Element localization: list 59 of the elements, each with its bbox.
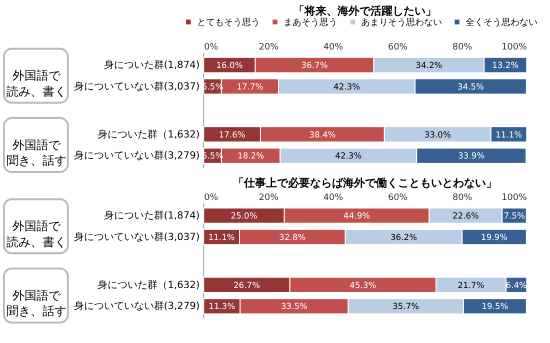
x-tick-label: 40% <box>323 42 344 52</box>
data-label: 38.4% <box>309 129 336 140</box>
data-label: 34.5% <box>457 81 484 92</box>
data-label: 17.7% <box>236 81 264 92</box>
x-tick-label: 100% <box>502 42 527 52</box>
data-label: 32.8% <box>279 232 306 242</box>
x-tick-label: 40% <box>323 192 344 203</box>
y-tick-label: 身についた群（1,632) <box>98 278 200 291</box>
data-label: 19.9% <box>481 232 508 242</box>
y-tick-label: 身についていない群(3,037) <box>74 230 200 243</box>
x-tick-label: 80% <box>452 192 472 203</box>
y-tick-label: 身についていない群(3,037) <box>74 80 200 92</box>
y-tick-label: 身についた群（1,632) <box>98 128 200 140</box>
x-tick-label: 20% <box>258 192 279 203</box>
text: 外国語で読み、書く <box>6 219 66 249</box>
x-tick-label: 100% <box>502 192 527 203</box>
text: 外国語で読み、書く <box>6 68 66 98</box>
x-tick-label: 80% <box>452 42 472 52</box>
data-label: 42.3% <box>334 81 360 92</box>
text: 外国語で聞き、話す <box>6 138 66 168</box>
data-label: 42.3% <box>335 150 362 161</box>
chart-title: 「仕事上で必要ならば海外で働くこともいとわない」 <box>233 176 498 190</box>
data-label: 34.2% <box>416 60 442 70</box>
chart-title: 「将来、海外で活躍したい」 <box>294 4 437 18</box>
data-label: 33.5% <box>280 301 308 312</box>
data-label: 33.0% <box>424 129 451 140</box>
legend-label: まあそう思う <box>283 16 338 28</box>
data-label: 33.9% <box>458 150 485 161</box>
data-label: 36.2% <box>390 232 418 242</box>
text: 外国語で聞き、話す <box>6 288 66 318</box>
x-tick-label: 20% <box>258 42 279 52</box>
legend-label: あまりそう思わない <box>361 16 442 28</box>
x-tick-label: 60% <box>388 42 408 52</box>
data-label: 19.5% <box>482 301 508 312</box>
data-label: 22.6% <box>452 210 480 221</box>
data-label: 26.7% <box>233 280 260 290</box>
data-label: 11.3% <box>208 301 236 312</box>
x-tick-label: 0% <box>204 42 218 52</box>
data-label: 17.6% <box>218 129 246 140</box>
data-label: 13.2% <box>492 60 519 70</box>
data-label: 16.0% <box>216 60 243 70</box>
y-tick-label: 身についた群(1,874) <box>104 210 200 222</box>
data-label: 35.7% <box>392 301 420 312</box>
data-label: 21.7% <box>458 280 484 290</box>
legend-label: 全くそう思わない <box>465 16 538 28</box>
data-label: 7.5% <box>504 210 525 221</box>
x-tick-label: 60% <box>388 192 408 203</box>
legend-label: とてもそう思う <box>196 16 260 28</box>
data-label: 11.1% <box>208 232 235 242</box>
data-label: 11.1% <box>496 129 522 140</box>
data-label: 18.2% <box>238 150 264 161</box>
y-tick-label: 身についていない群(3,279) <box>74 150 200 162</box>
data-label: 36.7% <box>301 60 328 70</box>
y-tick-label: 身についていない群(3,279) <box>74 300 200 312</box>
data-label: 45.3% <box>350 280 376 290</box>
data-label: 25.0% <box>230 210 258 221</box>
x-tick-label: 0% <box>204 192 218 203</box>
data-label: 44.9% <box>344 210 370 221</box>
y-tick-label: 身についた群(1,874) <box>104 59 200 72</box>
